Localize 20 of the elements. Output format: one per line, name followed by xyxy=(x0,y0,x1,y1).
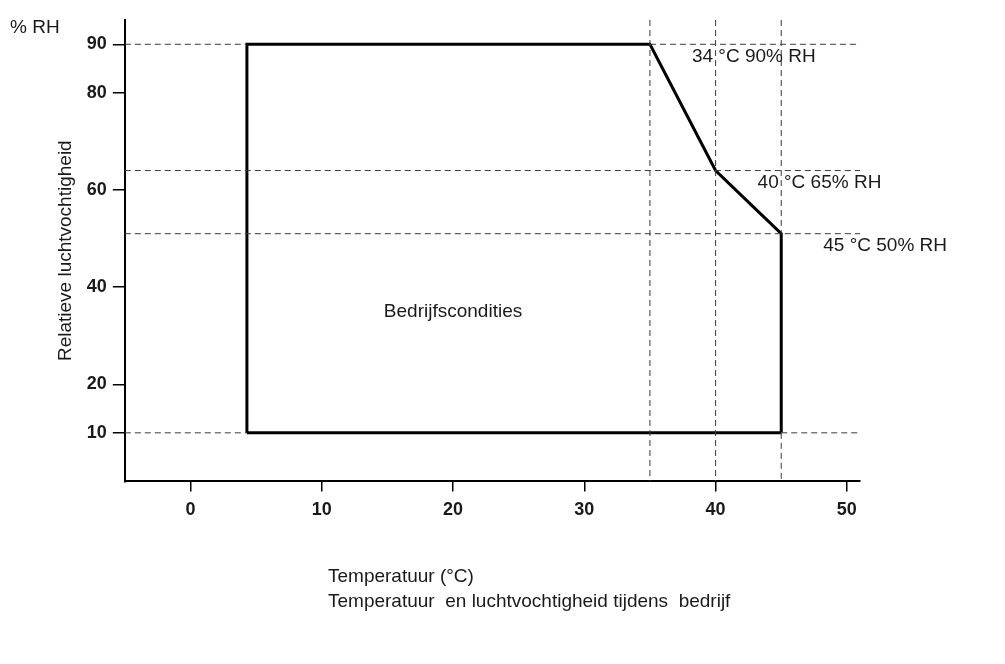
annotation: 34 °C 90% RH xyxy=(691,44,816,66)
y-tick-label: 20 xyxy=(86,373,107,394)
x-tick-label: 50 xyxy=(836,499,857,520)
y-tick-label: 90 xyxy=(86,33,107,54)
annotation: 40 °C 65% RH xyxy=(757,170,882,192)
x-tick-label: 20 xyxy=(443,499,464,520)
annotation: 45 °C 50% RH xyxy=(823,233,947,255)
x-axis-title: Temperatuur (°C) xyxy=(328,564,474,586)
y-tick-label: 80 xyxy=(86,81,107,102)
y-tick-label: 60 xyxy=(86,178,107,199)
x-tick-label: 0 xyxy=(185,499,196,520)
text: % RH xyxy=(10,16,60,38)
annotation: Bedrijfscondities xyxy=(383,299,523,321)
text: Temperatuur en luchtvochtigheid tijdens bedrijf xyxy=(328,589,732,611)
x-tick-label: 40 xyxy=(705,499,726,520)
x-tick-label: 10 xyxy=(311,499,332,520)
y-tick-label: 40 xyxy=(86,276,107,297)
y-axis-title: Relatieve luchtvochtigheid xyxy=(53,140,75,362)
x-tick-label: 30 xyxy=(574,499,595,520)
y-tick-label: 10 xyxy=(86,421,107,442)
